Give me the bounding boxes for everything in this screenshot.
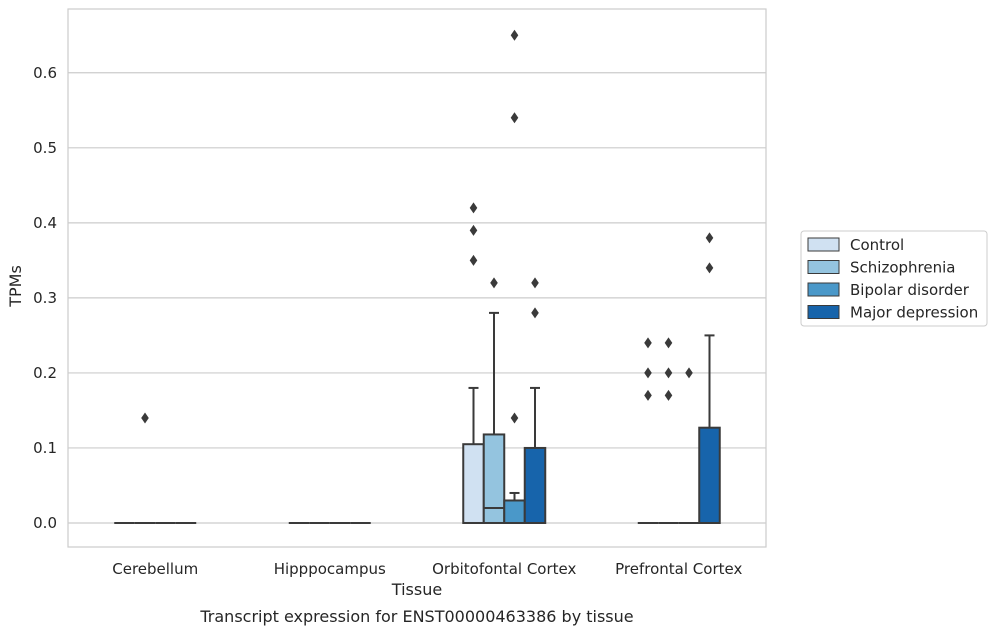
- box-plot-marks: [114, 29, 721, 524]
- outlier-point: [510, 29, 519, 41]
- box: [482, 433, 506, 524]
- outlier-point: [664, 389, 673, 401]
- box-group: [698, 232, 721, 524]
- box: [698, 426, 721, 524]
- box-group: [637, 337, 659, 524]
- x-tick-label: Cerebellum: [112, 560, 198, 578]
- outlier-point: [531, 277, 539, 289]
- legend-frame: [800, 230, 988, 327]
- box: [462, 443, 485, 524]
- x-tick-label: Prefrontal Cortex: [615, 560, 742, 578]
- box: [523, 446, 547, 524]
- x-axis-label: Tissue: [391, 580, 442, 599]
- legend-swatch: [807, 282, 840, 297]
- outlier-point: [510, 412, 519, 424]
- legend-label: Major depression: [850, 304, 978, 322]
- y-tick-label: 0.4: [33, 214, 57, 232]
- y-tick-label: 0.5: [33, 139, 57, 157]
- box-group: [678, 367, 700, 524]
- outlier-point: [644, 337, 652, 349]
- outlier-point: [510, 112, 519, 124]
- x-tick-label: Orbitofontal Cortex: [432, 560, 576, 578]
- box-group: [462, 202, 485, 524]
- legend-label: Bipolar disorder: [850, 281, 970, 299]
- legend-label: Control: [850, 236, 904, 254]
- outlier-point: [664, 337, 673, 349]
- outlier-point: [141, 412, 149, 424]
- outlier-point: [469, 202, 478, 214]
- y-tick-label: 0.3: [33, 289, 57, 307]
- legend-swatch: [807, 237, 840, 252]
- outlier-point: [705, 262, 714, 274]
- outlier-point: [490, 277, 498, 289]
- outlier-point: [705, 232, 714, 244]
- y-axis-ticks: 0.0 0.1 0.2 0.3 0.4 0.5 0.6: [33, 64, 57, 532]
- legend-swatch: [807, 260, 840, 274]
- box-group: [134, 412, 156, 524]
- box-group: [482, 277, 506, 524]
- outlier-point: [469, 224, 478, 236]
- gridlines: [68, 72, 766, 524]
- chart-caption: Transcript expression for ENST0000046338…: [199, 607, 633, 626]
- y-axis-label: TPMs: [6, 265, 25, 308]
- y-tick-label: 0.1: [33, 439, 57, 457]
- outlier-point: [531, 307, 539, 319]
- x-tick-label: Hipppocampus: [274, 560, 386, 578]
- legend-label: Schizophrenia: [850, 259, 955, 277]
- y-tick-label: 0.0: [33, 514, 57, 532]
- outlier-point: [664, 367, 673, 379]
- outlier-point: [469, 254, 478, 266]
- box-group: [658, 337, 679, 524]
- legend: Control Schizophrenia Bipolar disorder Majo…: [800, 230, 988, 327]
- legend-swatch: [807, 305, 840, 319]
- x-axis-ticks: Cerebellum Hipppocampus Orbitofontal Corte…: [112, 560, 742, 578]
- box-group: [503, 29, 526, 524]
- outlier-point: [685, 367, 693, 379]
- box-group: [523, 277, 547, 524]
- box: [503, 499, 526, 524]
- y-tick-label: 0.6: [33, 64, 57, 82]
- outlier-point: [644, 367, 652, 379]
- plot-frame: [67, 8, 767, 548]
- outlier-point: [644, 389, 652, 401]
- y-tick-label: 0.2: [33, 364, 57, 382]
